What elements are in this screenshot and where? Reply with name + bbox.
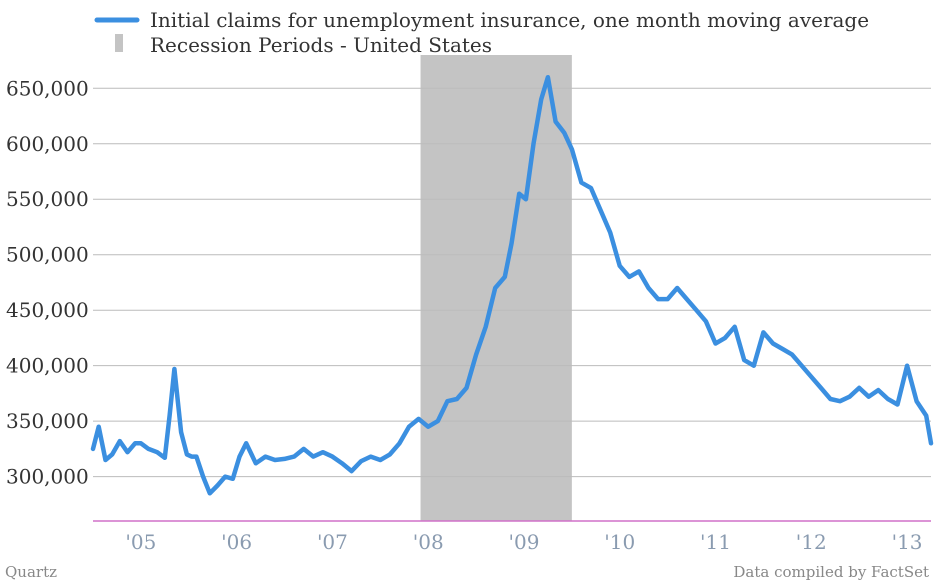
x-tick-label: '13 — [892, 530, 923, 554]
x-tick-label: '08 — [413, 530, 444, 554]
footnote-source-right: Data compiled by FactSet — [733, 563, 929, 581]
grid-layer — [93, 87, 931, 522]
y-tick-label: 350,000 — [6, 409, 89, 433]
x-tick-label: '12 — [796, 530, 827, 554]
legend: Initial claims for unemployment insuranc… — [94, 8, 869, 57]
footnote-source-left: Quartz — [5, 563, 57, 581]
y-axis-ticks: 300,000 350,000 400,000 450,000 500,000 550,0… — [6, 76, 89, 488]
x-tick-label: '10 — [604, 530, 635, 554]
y-tick-label: 500,000 — [6, 243, 89, 267]
x-tick-label: '11 — [700, 530, 731, 554]
x-tick-label: '09 — [508, 530, 539, 554]
legend-label-recession: Recession Periods - United States — [150, 33, 492, 57]
x-axis-ticks: '05 '06 '07 '08 '09 '10 '11 '12 '13 — [125, 530, 922, 554]
x-tick-label: '06 — [221, 530, 252, 554]
x-tick-label: '05 — [125, 530, 156, 554]
legend-swatch-recession — [115, 34, 123, 52]
y-tick-label: 400,000 — [6, 354, 89, 378]
series-line-initial-claims — [90, 74, 934, 496]
x-tick-label: '07 — [317, 530, 348, 554]
series-layer — [90, 74, 934, 496]
y-tick-label: 600,000 — [6, 132, 89, 156]
y-tick-label: 650,000 — [6, 76, 89, 100]
y-tick-label: 300,000 — [6, 465, 89, 489]
y-tick-label: 450,000 — [6, 298, 89, 322]
legend-label-claims: Initial claims for unemployment insuranc… — [150, 8, 869, 32]
y-tick-label: 550,000 — [6, 187, 89, 211]
